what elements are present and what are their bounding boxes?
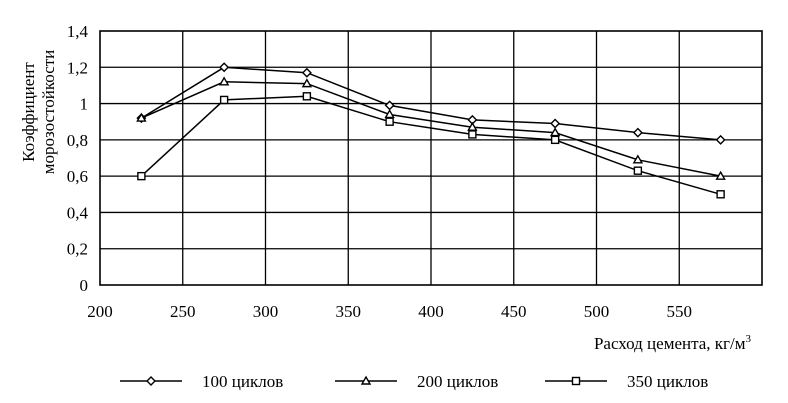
- series-2: [136, 76, 726, 180]
- data-point: [549, 127, 561, 137]
- data-point: [632, 154, 644, 164]
- grid: [99, 30, 763, 286]
- legend-label: 350 циклов: [627, 372, 708, 391]
- series-line: [140, 95, 721, 196]
- y-tick-label: 0: [80, 276, 89, 295]
- y-tick-label: 1,4: [67, 22, 89, 41]
- x-axis-title: Расход цемента, кг/м3: [594, 333, 752, 353]
- series-3: [137, 92, 725, 199]
- data-point: [301, 67, 312, 78]
- legend: 100 циклов 200 циклов 350 циклов: [120, 372, 708, 391]
- x-tick-label: 400: [418, 302, 444, 321]
- data-point: [715, 170, 726, 180]
- y-tick-label: 0,4: [67, 203, 89, 222]
- x-tick-label: 250: [170, 302, 196, 321]
- x-tick-label: 500: [584, 302, 610, 321]
- legend-item-2: 200 циклов: [335, 372, 498, 391]
- x-tick-label: 200: [87, 302, 113, 321]
- legend-item-1: 100 циклов: [120, 372, 283, 391]
- data-point: [384, 100, 395, 111]
- y-axis-title-line-1: Коэффициент: [19, 62, 38, 162]
- y-tick-label: 0,6: [67, 167, 88, 186]
- legend-label: 200 циклов: [417, 372, 498, 391]
- data-point: [219, 95, 229, 105]
- data-point: [468, 130, 477, 139]
- legend-item-3: 350 циклов: [545, 372, 708, 391]
- data-point: [301, 78, 313, 88]
- tick-labels: 0 0,2 0,4 0,6 0,8 1 1,2 1,4 200 250 300 350 400 450 50…: [67, 22, 692, 321]
- x-axis-title-sup: 3: [746, 333, 752, 345]
- series-line: [141, 66, 721, 141]
- legend-label: 100 циклов: [202, 372, 283, 391]
- y-tick-label: 1: [80, 95, 89, 114]
- x-tick-label: 450: [501, 302, 527, 321]
- data-point: [384, 109, 395, 119]
- data-point: [550, 118, 561, 129]
- data-point: [550, 135, 560, 145]
- x-tick-label: 550: [667, 302, 693, 321]
- data-point: [632, 127, 643, 138]
- data-point: [136, 112, 147, 122]
- data-point: [218, 76, 230, 86]
- data-point: [302, 92, 312, 101]
- series-line: [141, 81, 721, 177]
- x-tick-label: 300: [253, 302, 279, 321]
- data-point: [219, 62, 230, 73]
- y-axis-title-line-2: морозостойкости: [39, 50, 58, 175]
- legend-marker: [571, 376, 581, 386]
- y-tick-label: 0,8: [67, 131, 88, 150]
- x-axis-title-text: Расход цемента, кг/м: [594, 334, 746, 353]
- data-point: [467, 121, 478, 131]
- y-tick-label: 0,2: [67, 240, 88, 259]
- data-point: [633, 166, 643, 175]
- y-tick-label: 1,2: [67, 58, 88, 77]
- data-point: [385, 117, 394, 126]
- series-layer: [136, 62, 726, 199]
- legend-marker: [146, 376, 156, 386]
- y-axis-title: Коэффициент морозостойкости: [19, 50, 58, 175]
- data-point: [716, 190, 725, 199]
- legend-marker: [360, 375, 372, 385]
- data-point: [137, 171, 146, 181]
- data-point: [715, 134, 726, 145]
- x-tick-label: 350: [336, 302, 362, 321]
